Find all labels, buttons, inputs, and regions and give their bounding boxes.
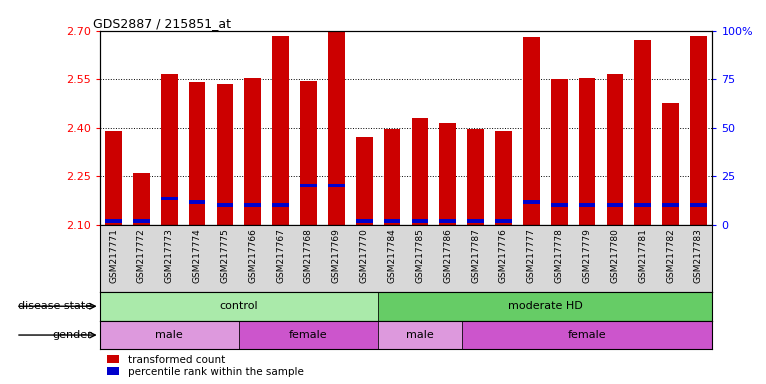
Text: GSM217780: GSM217780 bbox=[611, 228, 620, 283]
Text: control: control bbox=[220, 301, 258, 311]
Text: GSM217767: GSM217767 bbox=[276, 228, 285, 283]
Bar bbox=[551, 203, 568, 207]
Bar bbox=[188, 200, 205, 204]
Bar bbox=[217, 84, 234, 225]
Text: GSM217782: GSM217782 bbox=[666, 228, 675, 283]
Bar bbox=[100, 292, 378, 321]
Bar bbox=[411, 118, 428, 225]
Bar bbox=[495, 131, 512, 225]
Bar bbox=[578, 78, 595, 225]
Bar bbox=[462, 321, 712, 349]
Text: GSM217785: GSM217785 bbox=[415, 228, 424, 283]
Bar bbox=[217, 203, 234, 207]
Bar bbox=[356, 137, 372, 225]
Bar bbox=[100, 321, 239, 349]
Bar bbox=[244, 203, 261, 207]
Text: GSM217768: GSM217768 bbox=[304, 228, 313, 283]
Text: male: male bbox=[155, 330, 183, 340]
Bar bbox=[607, 74, 624, 225]
Bar bbox=[634, 203, 651, 207]
Bar bbox=[161, 197, 178, 200]
Text: GSM217787: GSM217787 bbox=[471, 228, 480, 283]
Text: GSM217786: GSM217786 bbox=[444, 228, 452, 283]
Bar bbox=[634, 40, 651, 225]
Bar bbox=[607, 203, 624, 207]
Bar bbox=[440, 123, 456, 225]
Text: male: male bbox=[406, 330, 434, 340]
Bar bbox=[328, 184, 345, 187]
Text: GSM217772: GSM217772 bbox=[137, 228, 146, 283]
Text: female: female bbox=[290, 330, 328, 340]
Bar bbox=[300, 184, 317, 187]
Bar bbox=[495, 219, 512, 223]
Text: GSM217774: GSM217774 bbox=[192, 228, 201, 283]
Bar bbox=[578, 203, 595, 207]
Bar bbox=[328, 32, 345, 225]
Bar bbox=[378, 292, 712, 321]
Bar bbox=[300, 81, 317, 225]
Bar bbox=[239, 321, 378, 349]
Bar bbox=[356, 219, 372, 223]
Text: moderate HD: moderate HD bbox=[508, 301, 583, 311]
Text: disease state: disease state bbox=[18, 301, 92, 311]
Text: GSM217775: GSM217775 bbox=[221, 228, 230, 283]
Bar bbox=[551, 79, 568, 225]
Bar bbox=[663, 103, 679, 225]
Text: GSM217784: GSM217784 bbox=[388, 228, 397, 283]
Bar bbox=[105, 131, 122, 225]
Bar bbox=[272, 203, 289, 207]
Bar bbox=[384, 219, 401, 223]
Bar bbox=[411, 219, 428, 223]
Bar bbox=[105, 219, 122, 223]
Text: GSM217770: GSM217770 bbox=[360, 228, 368, 283]
Text: GSM217776: GSM217776 bbox=[499, 228, 508, 283]
Bar bbox=[523, 37, 540, 225]
Bar bbox=[133, 219, 149, 223]
Text: GSM217779: GSM217779 bbox=[582, 228, 591, 283]
Bar bbox=[378, 321, 462, 349]
Text: GSM217769: GSM217769 bbox=[332, 228, 341, 283]
Text: GSM217781: GSM217781 bbox=[638, 228, 647, 283]
Text: GSM217766: GSM217766 bbox=[248, 228, 257, 283]
Text: GSM217771: GSM217771 bbox=[109, 228, 118, 283]
Bar bbox=[467, 129, 484, 225]
Text: GDS2887 / 215851_at: GDS2887 / 215851_at bbox=[93, 17, 231, 30]
Bar bbox=[690, 36, 707, 225]
Bar bbox=[467, 219, 484, 223]
Bar bbox=[384, 129, 401, 225]
Text: GSM217778: GSM217778 bbox=[555, 228, 564, 283]
Legend: transformed count, percentile rank within the sample: transformed count, percentile rank withi… bbox=[105, 353, 306, 379]
Text: GSM217773: GSM217773 bbox=[165, 228, 174, 283]
Bar bbox=[272, 36, 289, 225]
Bar bbox=[133, 173, 149, 225]
Bar bbox=[188, 83, 205, 225]
Text: GSM217777: GSM217777 bbox=[527, 228, 536, 283]
Text: gender: gender bbox=[52, 330, 92, 340]
Text: GSM217783: GSM217783 bbox=[694, 228, 703, 283]
Bar bbox=[663, 203, 679, 207]
Bar bbox=[523, 200, 540, 204]
Text: female: female bbox=[568, 330, 607, 340]
Bar bbox=[244, 78, 261, 225]
Bar bbox=[440, 219, 456, 223]
Bar bbox=[161, 74, 178, 225]
Bar bbox=[690, 203, 707, 207]
